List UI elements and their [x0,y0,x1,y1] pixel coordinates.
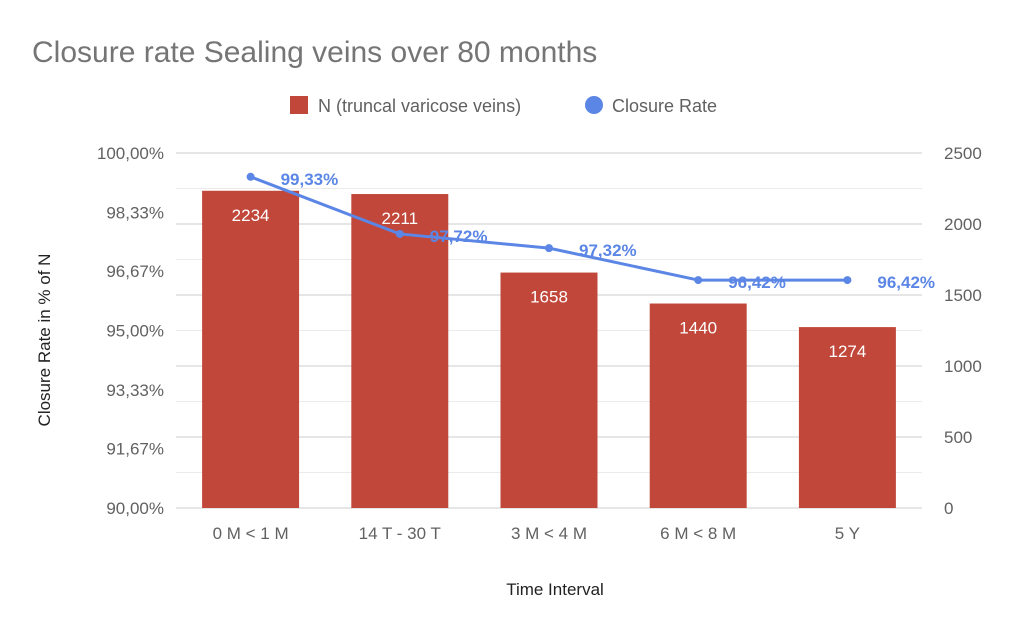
bar [649,303,747,508]
left-axis-tick-label: 98,33% [106,203,164,222]
left-axis-tick-label: 95,00% [106,322,164,341]
x-axis-tick-label: 6 M < 8 M [660,524,736,543]
point-data-label: 96,42% [877,273,935,292]
legend: N (truncal varicose veins) Closure Rate [290,96,717,116]
left-axis-tick-label: 96,67% [106,262,164,281]
left-axis-tick-label: 91,67% [106,440,164,459]
bar-data-label: 1274 [828,342,866,361]
point-data-label: 99,33% [281,170,339,189]
bar-data-label: 2234 [232,206,270,225]
x-axis-tick-label: 14 T - 30 T [359,524,441,543]
x-axis-tick-label: 3 M < 4 M [511,524,587,543]
closure-rate-line [250,175,848,282]
right-axis-tick-label: 500 [944,428,972,447]
left-axis-tick-label: 93,33% [106,381,164,400]
line-point [545,244,553,253]
bar-series: 2234 2211 1658 1440 1274 [202,190,896,508]
line-point [246,172,255,181]
bar [798,327,896,508]
x-axis-ticks: 0 M < 1 M 14 T - 30 T 3 M < 4 M 6 M < 8 M 5 … [213,524,860,543]
line-series: 99,33% 97,72% 97,32% 96,42% 96,42% [246,170,935,292]
x-axis-title: Time Interval [506,580,604,599]
line-point [843,276,852,285]
legend-label-closure-rate: Closure Rate [612,96,717,116]
bar-data-label: 2211 [382,209,419,228]
line-point [395,229,404,238]
legend-swatch-n [290,96,308,114]
point-data-label: 97,32% [579,241,637,260]
bar-data-label: 1440 [679,319,717,338]
x-axis-tick-label: 5 Y [835,524,860,543]
point-data-label: 97,72% [430,227,488,246]
right-axis-tick-label: 1000 [944,357,982,376]
right-axis-ticks: 0 500 1000 1500 2000 2500 [944,144,982,518]
right-axis-tick-label: 1500 [944,286,982,305]
line-point [694,276,703,285]
y-axis-title: Closure Rate in % of N [35,254,54,427]
legend-label-n: N (truncal varicose veins) [318,96,521,116]
right-axis-tick-label: 2500 [944,144,982,163]
bar [351,194,449,508]
left-axis-tick-label: 100,00% [97,144,164,163]
left-axis-tick-label: 90,00% [106,499,164,518]
bar [500,272,598,508]
chart-title: Closure rate Sealing veins over 80 month… [32,36,597,69]
bar [202,190,300,508]
point-data-label: 96,42% [728,273,786,292]
legend-swatch-closure-rate [585,96,603,114]
right-axis-tick-label: 0 [944,499,953,518]
left-axis-ticks: 90,00% 91,67% 93,33% 95,00% 96,67% 98,33% 100,… [97,144,164,518]
right-axis-tick-label: 2000 [944,215,982,234]
x-axis-tick-label: 0 M < 1 M [213,524,289,543]
bar-data-label: 1658 [530,288,568,307]
